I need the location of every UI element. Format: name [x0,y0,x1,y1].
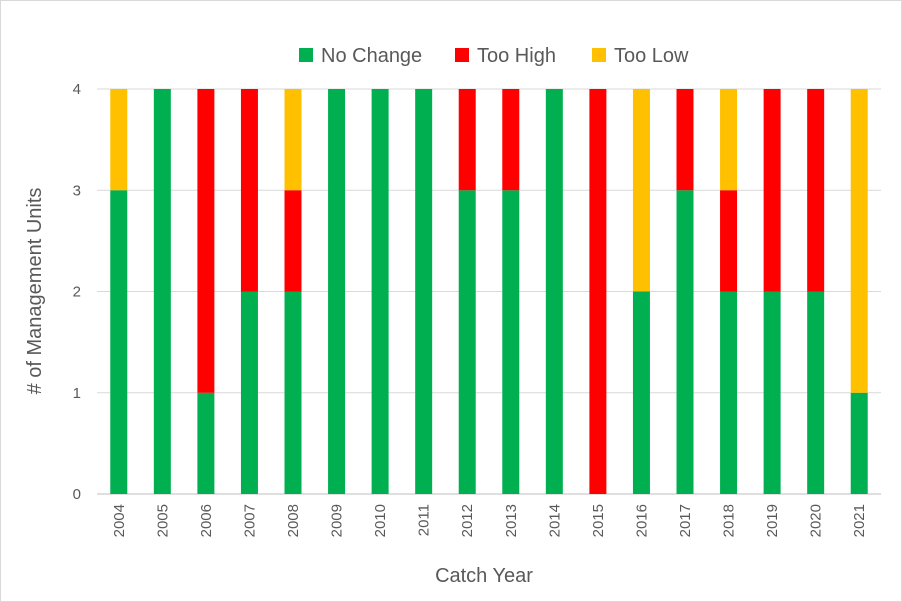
x-tick-label: 2012 [459,504,476,537]
x-tick-label: 2014 [546,504,563,537]
x-tick-label: 2008 [285,504,302,537]
y-tick-label: 1 [73,385,81,402]
bar-segment-no-change [632,291,650,494]
bar-segment-too-high [458,89,476,191]
bar-segment-no-change [502,190,520,494]
bar-segment-too-high [720,190,738,292]
bar-segment-too-high [589,89,607,494]
legend-swatch [592,48,606,62]
legend-label: Too Low [614,45,689,67]
bar-segment-no-change [763,291,781,494]
bar-segment-too-low [110,89,128,191]
bar-segment-too-low [850,89,868,393]
bar-segment-no-change [284,291,302,494]
bar-segment-no-change [415,89,433,494]
bar-segment-no-change [458,190,476,494]
bar-segment-too-low [720,89,738,191]
bar-segment-no-change [328,89,346,494]
bar-segment-no-change [850,392,868,494]
bars [110,89,868,494]
x-tick-label: 2013 [503,504,520,537]
bar-segment-no-change [371,89,389,494]
gridlines [97,88,881,495]
y-tick-label: 2 [73,284,81,301]
x-tick-label: 2020 [808,504,825,537]
bar-segment-too-high [502,89,520,191]
bar-segment-no-change [545,89,563,494]
x-tick-label: 2005 [154,504,171,537]
bar-segment-too-high [763,89,781,292]
x-tick-label: 2016 [633,504,650,537]
bar-segment-too-high [197,89,215,393]
x-tick-label: 2018 [721,504,738,537]
bar-segment-too-high [676,89,694,191]
bar-segment-no-change [720,291,738,494]
legend-swatch [455,48,469,62]
bar-segment-too-low [284,89,302,191]
y-tick-label: 3 [73,182,81,199]
bar-segment-no-change [676,190,694,494]
bar-segment-no-change [807,291,825,494]
bar-segment-no-change [153,89,171,494]
y-axis-title: # of Management Units [24,188,46,395]
y-tick-label: 4 [73,81,81,98]
x-tick-label: 2019 [764,504,781,537]
x-tick-label: 2010 [372,504,389,537]
bar-segment-too-low [632,89,650,292]
x-axis-title: Catch Year [435,565,533,587]
x-tick-label: 2009 [329,504,346,537]
bar-segment-no-change [197,392,215,494]
x-tick-label: 2015 [590,504,607,537]
x-tick-label: 2007 [241,504,258,537]
x-tick-label: 2011 [416,504,433,536]
x-tick-labels: 2004 2005 2006 2007 2008 2009 2010 2011 2012 2013… [111,504,868,537]
y-tick-labels: 0 1 2 3 4 [73,81,81,503]
x-tick-label: 2004 [111,504,128,537]
legend-label: Too High [477,45,556,67]
bar-segment-too-high [284,190,302,292]
bar-segment-no-change [110,190,128,494]
y-tick-label: 0 [73,486,81,503]
legend: No Change Too High Too Low [299,45,689,67]
x-tick-label: 2021 [851,504,868,537]
x-tick-label: 2017 [677,504,694,537]
bar-segment-no-change [240,291,258,494]
bar-segment-too-high [807,89,825,292]
bar-segment-too-high [240,89,258,292]
x-tick-label: 2006 [198,504,215,537]
legend-swatch [299,48,313,62]
legend-label: No Change [321,45,422,67]
